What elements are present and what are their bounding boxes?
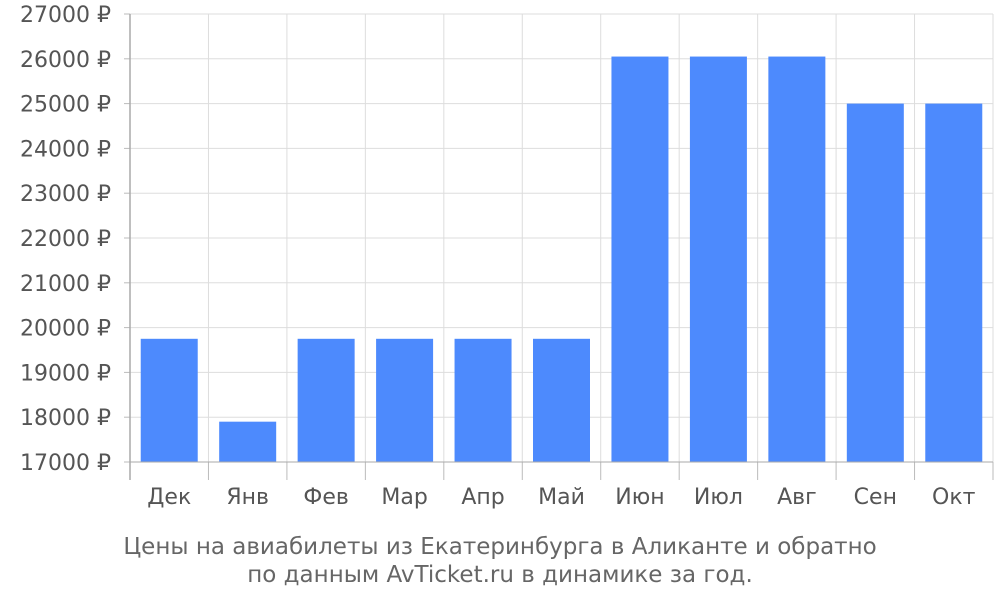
x-tick-label: Янв (226, 485, 269, 510)
bar-chart: 17000 ₽ 18000 ₽ 19000 ₽ 20000 ₽ 21000 ₽ 22000… (20, 3, 994, 510)
caption-line-1: Цены на авиабилеты из Екатеринбурга в Ал… (123, 534, 877, 560)
x-tick-label: Июл (694, 485, 743, 510)
bar-11 (925, 103, 983, 462)
x-tick-label: Сен (854, 485, 897, 510)
bar-1 (140, 338, 198, 462)
chart-caption: Цены на авиабилеты из Екатеринбурга в Ал… (0, 533, 1000, 589)
x-tick-label: Дек (147, 485, 191, 510)
y-axis-labels: 17000 ₽ 18000 ₽ 19000 ₽ 20000 ₽ 21000 ₽ 22000… (20, 3, 111, 476)
bar-5 (454, 338, 512, 462)
bar-4 (376, 338, 434, 462)
x-tick-label: Май (538, 485, 585, 510)
bar-6 (533, 338, 590, 462)
x-tick-label: Июн (615, 485, 664, 510)
chart-bars (140, 56, 983, 463)
y-tick-label: 26000 ₽ (20, 48, 111, 73)
x-tick-label: Фев (303, 485, 348, 510)
bar-3 (297, 338, 355, 462)
y-tick-label: 17000 ₽ (20, 451, 111, 476)
bar-7 (611, 56, 669, 463)
bar-10 (846, 103, 904, 462)
x-axis-labels: Дек Янв Фев Мар Апр Май Июн Июл Авг Сен Окт (147, 485, 975, 510)
bar-8 (689, 56, 747, 463)
x-tick-label: Окт (932, 485, 976, 510)
y-tick-label: 25000 ₽ (20, 93, 111, 118)
y-tick-label: 18000 ₽ (20, 406, 111, 431)
y-tick-label: 21000 ₽ (20, 272, 111, 297)
y-tick-label: 22000 ₽ (20, 227, 111, 252)
y-tick-label: 24000 ₽ (20, 137, 111, 162)
caption-line-2: по данным AvTicket.ru в динамике за год. (247, 562, 753, 588)
y-tick-label: 20000 ₽ (20, 317, 111, 342)
x-tick-label: Авг (777, 485, 817, 510)
y-tick-label: 19000 ₽ (20, 361, 111, 386)
y-tick-label: 23000 ₽ (20, 182, 111, 207)
x-tick-label: Апр (461, 485, 504, 510)
bar-2 (219, 421, 277, 462)
x-tick-label: Мар (381, 485, 427, 510)
bar-9 (768, 56, 826, 463)
chart-axes (124, 13, 994, 480)
y-tick-label: 27000 ₽ (20, 3, 111, 28)
